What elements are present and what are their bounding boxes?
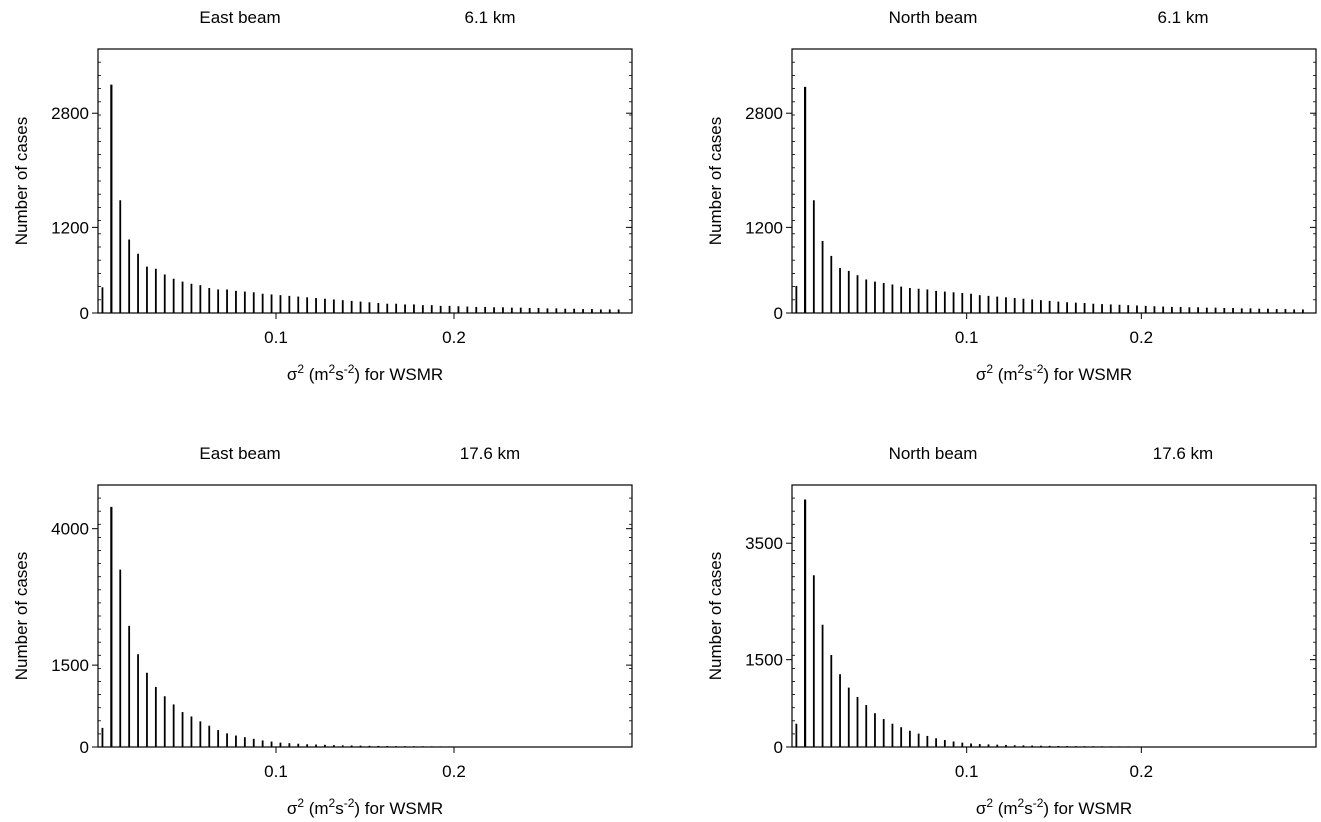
panel-title-beam: East beam <box>199 8 280 27</box>
y-tick-label: 2800 <box>745 104 783 123</box>
x-axis-label-superscript: -2 <box>344 796 355 810</box>
panel-east-17-6km: 0 1500 4000 0.1 0.2 East beam 17.6 km Number of… <box>12 444 633 818</box>
plot-frame <box>97 48 633 314</box>
y-axis-label: Number of cases <box>706 552 725 681</box>
x-tick-label: 0.2 <box>442 328 466 347</box>
x-axis-label-superscript: -2 <box>1033 796 1044 810</box>
y-axis-label: Number of cases <box>12 117 31 246</box>
x-axis-label-part: (m <box>304 799 329 818</box>
x-axis-label-superscript: -2 <box>1033 362 1044 376</box>
x-axis-label-part: ) for WSMR <box>354 799 443 818</box>
panel-title-beam: East beam <box>199 444 280 463</box>
x-axis-label-superscript: 2 <box>297 796 304 810</box>
plot-frame <box>791 48 1317 314</box>
x-axis-label-part: ) for WSMR <box>354 365 443 384</box>
x-axis-label: σ2 (m2s-2) for WSMR <box>976 796 1132 818</box>
x-tick-label: 0.1 <box>264 328 288 347</box>
panel-title-beam: North beam <box>889 444 978 463</box>
y-tick-label: 0 <box>80 304 89 323</box>
plot-frame <box>791 484 1317 748</box>
x-tick-label: 0.1 <box>264 762 288 781</box>
x-axis-label-part: (m <box>304 365 329 384</box>
y-tick-label: 4000 <box>51 520 89 539</box>
x-axis-label: σ2 (m2s-2) for WSMR <box>976 362 1132 384</box>
y-tick-label: 0 <box>774 738 783 757</box>
x-axis-label-part: σ <box>287 799 298 818</box>
panel-title-height: 6.1 km <box>1157 8 1208 27</box>
x-axis-label-part: (m <box>993 365 1018 384</box>
y-tick-label: 1500 <box>51 656 89 675</box>
x-tick-label: 0.1 <box>955 762 979 781</box>
plot-frame <box>97 484 633 748</box>
x-axis-label-superscript: 2 <box>297 362 304 376</box>
x-tick-label: 0.2 <box>1130 762 1154 781</box>
x-axis-label-superscript: 2 <box>329 796 336 810</box>
x-tick-label: 0.2 <box>442 762 466 781</box>
x-axis-label-superscript: 2 <box>329 362 336 376</box>
y-tick-label: 1200 <box>745 218 783 237</box>
x-tick-label: 0.2 <box>1130 328 1154 347</box>
panel-east-6-1km: 0 1200 2800 0.1 0.2 East beam 6.1 km Number of … <box>12 8 633 384</box>
x-axis-label-part: ) for WSMR <box>1043 799 1132 818</box>
y-tick-label: 0 <box>774 304 783 323</box>
y-axis-label: Number of cases <box>706 117 725 246</box>
x-axis-label-part: σ <box>976 799 987 818</box>
x-axis-label-part: ) for WSMR <box>1043 365 1132 384</box>
x-axis-label: σ2 (m2s-2) for WSMR <box>287 796 443 818</box>
y-tick-label: 1500 <box>745 651 783 670</box>
y-tick-label: 0 <box>80 738 89 757</box>
x-axis-label-part: σ <box>287 365 298 384</box>
x-tick-label: 0.1 <box>955 328 979 347</box>
x-axis-label-superscript: 2 <box>1018 362 1025 376</box>
x-axis-label-part: s <box>335 365 344 384</box>
panel-title-height: 6.1 km <box>464 8 515 27</box>
x-axis-label-part: (m <box>993 799 1018 818</box>
x-axis-label-superscript: 2 <box>986 362 993 376</box>
y-tick-label: 1200 <box>51 218 89 237</box>
y-tick-label: 2800 <box>51 104 89 123</box>
y-axis-label: Number of cases <box>12 552 31 681</box>
x-axis-label-part: s <box>1024 365 1033 384</box>
x-axis-label-superscript: -2 <box>344 362 355 376</box>
panel-title-height: 17.6 km <box>460 444 520 463</box>
panel-title-beam: North beam <box>889 8 978 27</box>
x-axis-label-part: s <box>335 799 344 818</box>
x-axis-label-part: s <box>1024 799 1033 818</box>
x-axis-label: σ2 (m2s-2) for WSMR <box>287 362 443 384</box>
panel-north-17-6km: 0 1500 3500 0.1 0.2 North beam 17.6 km Number o… <box>706 444 1317 818</box>
x-axis-label-superscript: 2 <box>986 796 993 810</box>
x-axis-label-part: σ <box>976 365 987 384</box>
y-tick-label: 3500 <box>745 534 783 553</box>
x-axis-label-superscript: 2 <box>1018 796 1025 810</box>
panel-north-6-1km: 0 1200 2800 0.1 0.2 North beam 6.1 km Number of… <box>706 8 1317 384</box>
panel-title-height: 17.6 km <box>1153 444 1213 463</box>
